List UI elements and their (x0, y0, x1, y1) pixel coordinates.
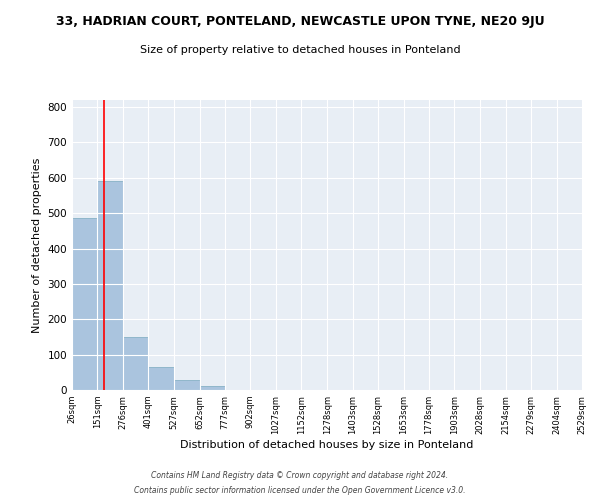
Bar (123, 337, 148, 390)
Text: 33, HADRIAN COURT, PONTELAND, NEWCASTLE UPON TYNE, NE20 9JU: 33, HADRIAN COURT, PONTELAND, NEWCASTLE … (56, 15, 544, 28)
Text: Contains HM Land Registry data © Crown copyright and database right 2024.: Contains HM Land Registry data © Crown c… (151, 471, 449, 480)
X-axis label: Distribution of detached houses by size in Ponteland: Distribution of detached houses by size … (181, 440, 473, 450)
Text: Contains public sector information licensed under the Open Government Licence v3: Contains public sector information licen… (134, 486, 466, 495)
Y-axis label: Number of detached properties: Number of detached properties (32, 158, 42, 332)
Bar (97, 182, 123, 390)
Text: Size of property relative to detached houses in Ponteland: Size of property relative to detached ho… (140, 45, 460, 55)
Text: 33 HADRIAN COURT: 184sqm
← 57% of detached houses are smaller (748)
43% of semi-: 33 HADRIAN COURT: 184sqm ← 57% of detach… (0, 499, 1, 500)
Bar (200, 386, 225, 390)
Bar (174, 380, 200, 390)
Bar (72, 218, 97, 390)
Bar (148, 367, 174, 390)
